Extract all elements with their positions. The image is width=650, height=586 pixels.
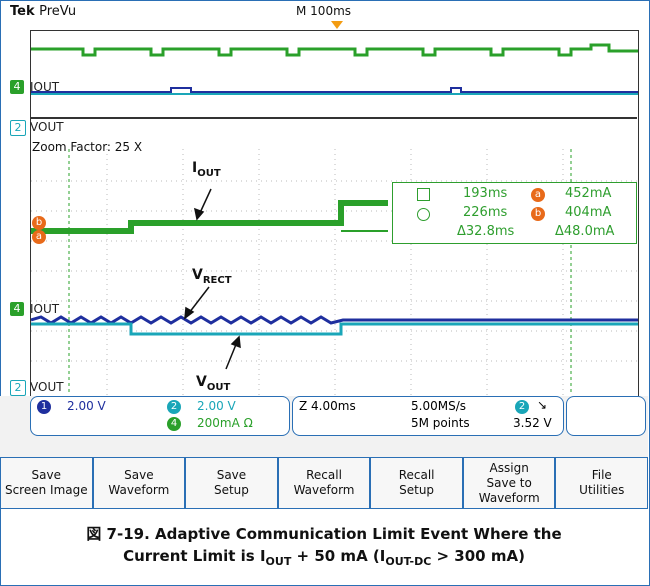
overview-vrect-waveform — [31, 87, 638, 93]
zoom-factor-label: Zoom Factor: 25 X — [32, 140, 143, 154]
ch4-marker-zoom: 4 — [10, 302, 24, 316]
timebase-label: M 100ms — [296, 4, 352, 18]
trigger-position-icon — [331, 21, 343, 29]
ch1-scale: 2.00 V — [67, 399, 106, 413]
zoom-iout-waveform — [31, 200, 388, 234]
mode-label: PreVu — [39, 4, 77, 19]
ch4-label-top: IOUT — [30, 80, 60, 94]
save-screen-image-button[interactable]: Save Screen Image — [0, 457, 93, 509]
zoom-time: Z 4.00ms — [299, 399, 356, 413]
cursor-circle-icon — [417, 208, 430, 221]
ch1-badge: 1 — [37, 400, 51, 414]
trigger-slope-icon: ↘ — [537, 398, 548, 412]
cursor-dt: Δ32.8ms — [457, 224, 515, 239]
ch2-label-top: VOUT — [30, 120, 64, 134]
ch2-scale: 2.00 V — [197, 399, 236, 413]
sample-rate: 5.00MS/s — [411, 399, 466, 413]
trigger-level: 3.52 V — [513, 416, 552, 430]
cursor-a-marker-left: a — [32, 230, 46, 244]
brand-name: Tek — [10, 4, 35, 19]
overview-iout-waveform — [31, 43, 638, 57]
empty-status-box — [566, 396, 646, 436]
vrect-annotation: VRECT — [192, 267, 232, 286]
cursor-readout-box: 193ms 226ms Δ32.8ms a b 452mA 404mA Δ48.… — [392, 182, 637, 244]
overview-zoom-separator — [30, 117, 637, 119]
ch4-badge: 4 — [167, 417, 181, 431]
save-waveform-button[interactable]: Save Waveform — [92, 457, 186, 509]
ch4-marker-top: 4 — [10, 80, 24, 94]
cursor-dv: Δ48.0mA — [555, 224, 615, 239]
caption-line-1: 図 7-19. Adaptive Communication Limit Eve… — [86, 525, 562, 543]
cursor-b-value: 404mA — [565, 205, 612, 220]
vout-annotation: VOUT — [196, 374, 231, 393]
file-utilities-button[interactable]: File Utilities — [555, 457, 649, 509]
ch2-marker-zoom: 2 — [10, 380, 26, 396]
ch2-label-zoom: VOUT — [30, 380, 64, 394]
cursor-square-icon — [417, 188, 430, 201]
assign-save-button[interactable]: Assign Save to Waveform — [462, 457, 556, 509]
recall-waveform-button[interactable]: Recall Waveform — [277, 457, 371, 509]
ch2-marker-top: 2 — [10, 120, 26, 136]
cursor-a-value: 452mA — [565, 186, 612, 201]
cursor-b-marker-left: b — [32, 216, 46, 230]
ch4-scale: 200mA Ω — [197, 416, 253, 430]
annotation-arrows — [184, 188, 241, 370]
brand-header: Tek PreVu — [10, 4, 76, 19]
softkey-row: Save Screen Image Save Waveform Save Set… — [0, 457, 649, 509]
iout-annotation: IOUT — [192, 160, 221, 179]
cursor-t1: 193ms — [463, 186, 508, 201]
horizontal-box: Z 4.00ms 5.00MS/s 5M points 2 ↘ 3.52 V — [292, 396, 564, 436]
zoom-vrect-waveform — [30, 315, 638, 325]
ch4-label-zoom: IOUT — [30, 302, 60, 316]
cursor-a-marker: a — [531, 188, 545, 202]
save-setup-button[interactable]: Save Setup — [185, 457, 278, 509]
record-points: 5M points — [411, 416, 470, 430]
zoom-vout-waveform — [31, 322, 638, 336]
ch2-badge: 2 — [167, 400, 181, 414]
caption-line-2: Current Limit is IOUT + 50 mA (IOUT-DC >… — [123, 547, 525, 568]
cursor-b-marker: b — [531, 207, 545, 221]
vertical-scale-box: 1 2.00 V 2 2.00 V 4 200mA Ω — [30, 396, 290, 436]
figure-caption: 図 7-19. Adaptive Communication Limit Eve… — [0, 523, 648, 573]
status-panel: 1 2.00 V 2 2.00 V 4 200mA Ω Z 4.00ms 5.0… — [0, 396, 648, 457]
cursor-t2: 226ms — [463, 205, 508, 220]
trigger-channel-badge: 2 — [515, 400, 529, 414]
recall-setup-button[interactable]: Recall Setup — [370, 457, 463, 509]
